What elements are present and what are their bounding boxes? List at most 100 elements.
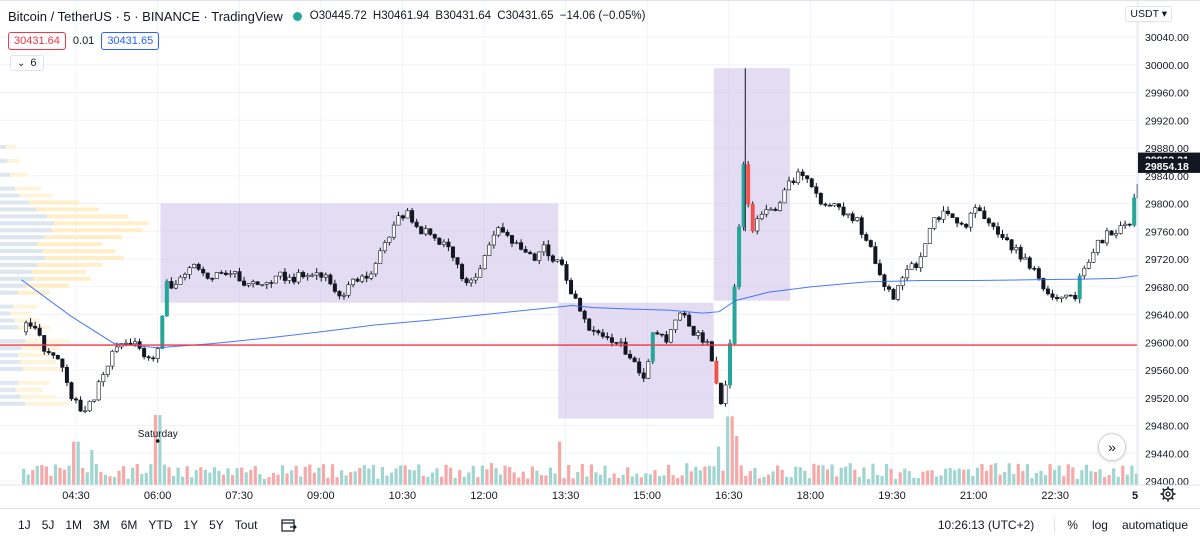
volume-bar xyxy=(748,471,752,485)
volume-bar xyxy=(326,477,330,485)
candle-body xyxy=(1009,239,1014,251)
candle-body xyxy=(187,267,192,275)
candle-body xyxy=(737,226,742,288)
volume-profile-bar xyxy=(0,235,123,240)
gear-icon[interactable] xyxy=(1160,486,1176,502)
volume-bar xyxy=(394,468,398,485)
volume-bar xyxy=(662,475,666,485)
volume-profile-bar xyxy=(0,242,103,247)
symbol-title[interactable]: Bitcoin / TetherUS · 5 · BINANCE · Tradi… xyxy=(8,8,283,24)
volume-bar xyxy=(626,467,630,485)
candle-body xyxy=(927,228,932,244)
candle-body xyxy=(105,365,110,375)
auto-scale-toggle[interactable]: automatique xyxy=(1121,517,1188,532)
volume-bar xyxy=(285,473,289,485)
clock-display[interactable]: 10:26:13 (UTC+2) xyxy=(937,517,1035,532)
volume-bar xyxy=(771,471,775,485)
goto-date-icon[interactable] xyxy=(281,518,298,532)
timeframe-6m[interactable]: 6M xyxy=(120,517,138,532)
volume-bar xyxy=(1080,470,1084,485)
ask-button[interactable]: 30431.65 xyxy=(101,32,160,50)
volume-bar xyxy=(371,464,375,485)
volume-bar xyxy=(966,469,970,485)
candle-body xyxy=(114,346,119,352)
volume-bar xyxy=(339,470,344,485)
volume-profile-bar xyxy=(0,235,45,240)
volume-bar xyxy=(367,468,371,485)
volume-profile-bar xyxy=(0,360,21,365)
volume-profile-bar xyxy=(0,269,86,274)
currency-selector[interactable]: USDT ▾ xyxy=(1125,6,1172,22)
volume-bar xyxy=(884,464,889,485)
candle-body xyxy=(859,217,864,235)
candle-body xyxy=(310,274,315,277)
candle-body xyxy=(305,275,310,278)
timeframe-5d[interactable]: 5J xyxy=(41,517,55,532)
candle-body xyxy=(950,213,955,218)
candle-body xyxy=(668,329,673,343)
volume-profile-bar xyxy=(0,221,149,226)
volume-bar xyxy=(353,471,357,485)
candle-body xyxy=(600,332,605,337)
ohlc-values: O30445.72 H30461.94 B30431.64 C30431.65 … xyxy=(309,10,646,22)
candle-body xyxy=(332,283,337,292)
candle-body xyxy=(387,236,392,243)
indicators-toggle[interactable]: ⌄ 6 xyxy=(10,55,44,71)
candle-body xyxy=(469,279,474,284)
bid-button[interactable]: 30431.64 xyxy=(8,32,66,50)
close-value: 30431.65 xyxy=(505,10,554,22)
volume-profile-bar xyxy=(0,158,8,163)
candle-body xyxy=(609,337,614,343)
timeframe-1m[interactable]: 1M xyxy=(65,517,83,532)
volume-bar xyxy=(1121,465,1125,485)
candle-body xyxy=(555,259,560,262)
candle-body xyxy=(1127,223,1132,226)
volume-bar xyxy=(112,477,117,485)
candle-body xyxy=(246,283,251,286)
candle-body xyxy=(982,210,987,219)
candle-body xyxy=(832,203,837,207)
volume-bar xyxy=(467,472,471,485)
percent-toggle[interactable]: % xyxy=(1067,517,1078,532)
volume-bar xyxy=(1093,472,1098,485)
y-tick-label: 29680.00 xyxy=(1145,282,1189,294)
volume-bar xyxy=(126,478,130,485)
timeframe-1y[interactable]: 1Y xyxy=(183,517,199,532)
volume-bar xyxy=(680,475,684,485)
candle-body xyxy=(614,342,619,344)
candle-body xyxy=(641,372,646,379)
volume-profile-bar xyxy=(0,200,80,205)
candle-body xyxy=(1068,294,1073,297)
volume-profile-bar xyxy=(0,276,91,281)
volume-bar xyxy=(253,466,257,485)
candle-body xyxy=(24,322,29,333)
candle-body xyxy=(800,171,805,177)
volume-bar xyxy=(181,476,185,485)
candle-body xyxy=(768,208,773,211)
volume-bar xyxy=(812,463,816,485)
candle-body xyxy=(1005,237,1010,240)
volume-bar xyxy=(512,472,516,485)
volume-profile-bar xyxy=(0,318,15,323)
volume-bar xyxy=(476,477,480,485)
y-tick-label: 30000.00 xyxy=(1145,60,1189,72)
candle-body xyxy=(450,246,455,258)
timeframe-all[interactable]: Tout xyxy=(234,517,258,532)
volume-profile-bar xyxy=(0,380,50,385)
volume-bar xyxy=(617,477,621,485)
timeframe-5y[interactable]: 5Y xyxy=(209,517,224,532)
y-tick-label: 29640.00 xyxy=(1145,310,1189,322)
timeframe-1d[interactable]: 1J xyxy=(18,517,31,532)
timeframe-3m[interactable]: 3M xyxy=(93,517,110,532)
scroll-to-realtime-button[interactable]: » xyxy=(1098,433,1126,461)
candle-body xyxy=(341,294,346,297)
volume-profile-bar xyxy=(0,172,11,177)
candle-body xyxy=(659,333,664,336)
volume-profile-bar xyxy=(0,186,15,191)
volume-bar xyxy=(90,450,94,485)
candle-body xyxy=(123,342,128,345)
timeframe-ytd[interactable]: YTD xyxy=(148,517,173,532)
log-toggle[interactable]: log xyxy=(1091,517,1108,532)
volume-bar xyxy=(417,464,421,485)
price-chart[interactable]: Saturday29400.0029440.0029480.0029520.00… xyxy=(0,0,1200,508)
